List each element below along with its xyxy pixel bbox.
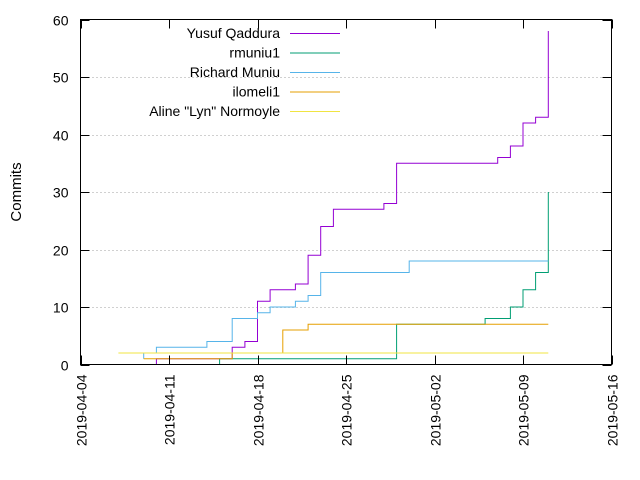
legend-label: Richard Muniu (190, 64, 280, 80)
plot-frame (80, 19, 612, 365)
x-tick-label: 2019-05-16 (605, 374, 621, 446)
legend: Yusuf Qaddura rmuniu1 Richard Muniu ilomeli… (149, 25, 340, 119)
grid-lines (80, 77, 612, 308)
x-tick-label: 2019-04-04 (74, 374, 90, 446)
legend-label: rmuniu1 (229, 45, 280, 61)
y-tick-label: 10 (53, 300, 69, 316)
y-tick-label: 20 (53, 243, 69, 259)
y-tick-label: 40 (53, 128, 69, 144)
legend-label: ilomeli1 (233, 84, 281, 100)
x-tick-label: 2019-04-18 (251, 374, 267, 446)
y-tick-label: 30 (53, 185, 69, 201)
legend-label: Yusuf Qaddura (187, 25, 281, 41)
axes: 0 10 20 30 40 50 60 2019-04-04 2019-04-11 2019-04… (53, 13, 621, 447)
y-axis-label: Commits (8, 162, 25, 221)
x-tick-label: 2019-05-02 (428, 374, 444, 446)
series-lines (118, 31, 549, 365)
x-tick-label: 2019-05-09 (516, 374, 532, 446)
y-tick-label: 0 (61, 358, 69, 374)
x-tick-label: 2019-04-25 (339, 374, 355, 446)
y-tick-label: 50 (53, 70, 69, 86)
series-line-1 (143, 31, 549, 365)
y-tick-label: 60 (53, 13, 69, 29)
series-line-4 (143, 323, 549, 360)
series-line-2 (206, 192, 549, 365)
legend-label: Aline "Lyn" Normoyle (149, 103, 280, 119)
x-tick-label: 2019-04-11 (162, 374, 178, 445)
series-line-3 (143, 260, 549, 359)
